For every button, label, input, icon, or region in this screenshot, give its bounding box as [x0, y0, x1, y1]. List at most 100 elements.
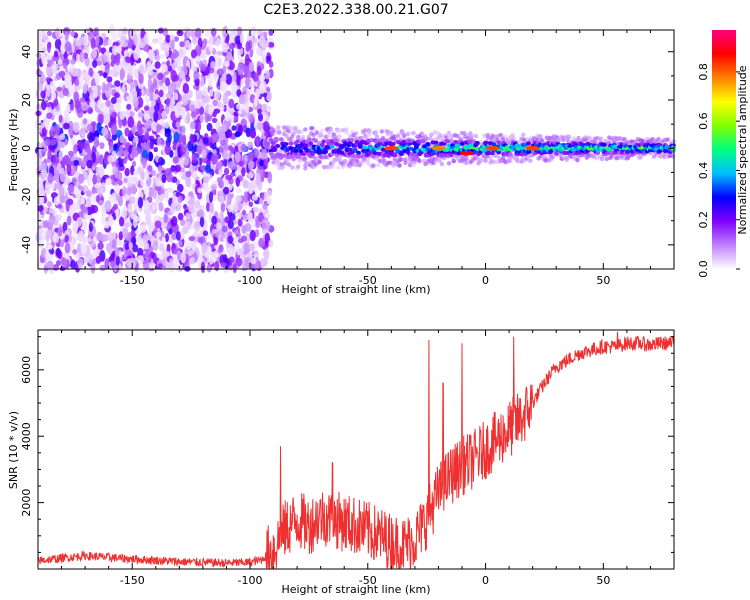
spectrogram-cell [286, 129, 292, 134]
spectrogram-cell [250, 257, 257, 265]
spectrogram-cell [251, 194, 259, 201]
spectrogram-cell [243, 256, 251, 266]
spectrogram-cell [126, 84, 131, 91]
spectrogram-cell [211, 215, 217, 225]
spectrogram-cell [310, 125, 315, 131]
spectrogram-cell [62, 154, 70, 166]
spectrogram-cell [158, 263, 163, 270]
spectrogram-cell [225, 174, 233, 181]
spectrogram-cell [168, 227, 173, 235]
spectrogram-cell [261, 148, 268, 160]
spectrogram-cell [47, 244, 53, 250]
spectrogram-cell [227, 204, 234, 213]
spectrogram-cell [57, 250, 63, 260]
spectrogram-cell [296, 134, 301, 140]
spectrogram-cell [45, 66, 51, 75]
spectrogram-cell [63, 51, 68, 60]
spectrogram-cell [132, 244, 139, 253]
spectrogram-cell [56, 260, 61, 267]
spectrogram-cell [259, 159, 264, 167]
spectrogram-cell [71, 137, 76, 146]
spectrogram-cell [221, 75, 227, 82]
spectrogram-cell [128, 241, 133, 249]
spectrogram-cell [173, 131, 180, 143]
spectrogram-cell [122, 149, 128, 157]
spectrogram-cell [46, 260, 54, 270]
spectrogram-cell [198, 204, 205, 211]
spectrogram-cell [111, 133, 117, 141]
spectrogram-cell [246, 89, 251, 97]
spectrogram-cell [126, 103, 132, 111]
spectrogram-cell [129, 54, 135, 66]
spectrogram-cell [90, 121, 97, 127]
spectrogram-cell [377, 138, 383, 143]
spectrogram-cell [176, 183, 184, 193]
spectrogram-cell [39, 193, 45, 206]
spectrogram-cell [148, 186, 154, 198]
colorbar-tick-label: 0.0 [697, 260, 710, 278]
x-tick-label: 0 [482, 274, 489, 287]
spectrogram-cell [68, 183, 75, 194]
spectrogram-cell [58, 70, 66, 78]
y-tick-label: -40 [20, 236, 33, 254]
spectrogram-cell [124, 127, 130, 137]
spectrogram-cell [199, 216, 205, 228]
spectrogram-cell [95, 194, 100, 203]
spectrogram-cell [245, 103, 250, 114]
spectrogram-cell [144, 105, 150, 111]
spectrogram-cell [146, 61, 152, 70]
spectrogram-cell [262, 202, 268, 210]
spectrogram-cell [206, 263, 212, 273]
spectrogram-cell [234, 151, 241, 163]
spectrogram-cell [211, 117, 218, 124]
colorbar: 0.00.20.40.60.8 Normalized spectral ampl… [697, 30, 749, 278]
spectrogram-cell [210, 153, 218, 166]
colorbar-label: Normalized spectral amplitude [736, 65, 749, 234]
spectrogram-cell [133, 215, 140, 222]
spectrogram-cell [521, 132, 526, 138]
spectrogram-cell [91, 193, 97, 204]
spectrogram-cell [36, 103, 41, 109]
spectrogram-cell [266, 55, 271, 62]
spectrogram-cell [52, 234, 60, 244]
spectrogram-cell [185, 241, 192, 251]
spectrogram-cell [268, 239, 274, 248]
spectrogram-cell [255, 88, 261, 98]
spectrogram-cell [173, 88, 179, 95]
spectrogram-cell [58, 186, 65, 198]
spectrogram-cell [95, 35, 100, 46]
spectrogram-cell [119, 67, 126, 80]
x-tick-label: 0 [482, 574, 489, 587]
spectrogram-cell [175, 121, 181, 128]
spectrogram-cell [139, 224, 147, 233]
spectrogram-cell [122, 27, 128, 35]
spectrogram-cell [142, 259, 150, 271]
spectrogram-y-axis-label: Frequency (Hz) [7, 109, 20, 192]
spectrogram-cell [122, 79, 128, 86]
spectrogram-cell [149, 93, 155, 102]
spectrogram-cell [283, 141, 289, 146]
spectrogram-cell [81, 205, 88, 213]
spectrogram-cell [330, 164, 335, 170]
spectrogram-cell [115, 58, 120, 66]
snr-x-axis-label: Height of straight line (km) [281, 583, 430, 596]
spectrogram-cell [172, 144, 177, 151]
spectrogram-cell [60, 44, 66, 55]
spectrogram-cell [158, 156, 164, 166]
spectrogram-cell [464, 156, 469, 161]
spectrogram-cell [92, 131, 100, 137]
spectrogram-cell [140, 171, 145, 180]
spectrogram-cell [90, 261, 96, 274]
spectrogram-cell [92, 88, 98, 94]
spectrogram-cell [507, 152, 513, 157]
spectrogram-heatmap [34, 24, 677, 275]
spectrogram-cell [39, 74, 45, 85]
spectrogram-cell [193, 98, 199, 109]
spectrogram-cell [250, 37, 258, 44]
spectrogram-cell [153, 110, 159, 123]
spectrogram-cell [56, 86, 63, 92]
spectrogram-cell [171, 62, 178, 70]
spectrogram-cell [247, 182, 255, 194]
spectrogram-cell [164, 121, 170, 129]
